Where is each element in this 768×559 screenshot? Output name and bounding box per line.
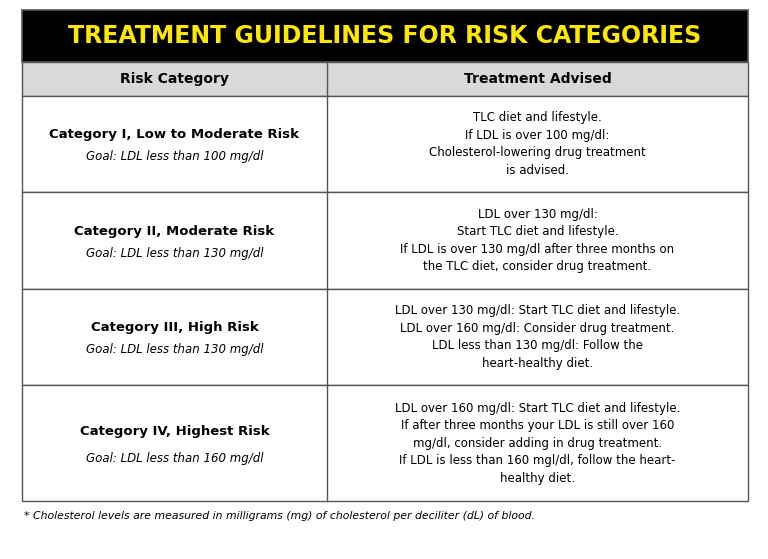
Text: TLC diet and lifestyle.
If LDL is over 100 mg/dl:
Cholesterol-lowering drug trea: TLC diet and lifestyle. If LDL is over 1… (429, 111, 646, 177)
FancyBboxPatch shape (22, 385, 748, 501)
Text: Category IV, Highest Risk: Category IV, Highest Risk (80, 425, 270, 438)
FancyBboxPatch shape (22, 96, 748, 192)
Text: Category I, Low to Moderate Risk: Category I, Low to Moderate Risk (49, 128, 300, 141)
Text: Goal: LDL less than 160 mg/dl: Goal: LDL less than 160 mg/dl (86, 452, 263, 465)
Text: Category II, Moderate Risk: Category II, Moderate Risk (74, 225, 274, 238)
FancyBboxPatch shape (22, 192, 748, 289)
Text: LDL over 130 mg/dl: Start TLC diet and lifestyle.
LDL over 160 mg/dl: Consider d: LDL over 130 mg/dl: Start TLC diet and l… (395, 304, 680, 370)
Text: Treatment Advised: Treatment Advised (464, 72, 611, 86)
Text: LDL over 130 mg/dl:
Start TLC diet and lifestyle.
If LDL is over 130 mg/dl after: LDL over 130 mg/dl: Start TLC diet and l… (400, 208, 674, 273)
Text: LDL over 160 mg/dl: Start TLC diet and lifestyle.
If after three months your LDL: LDL over 160 mg/dl: Start TLC diet and l… (395, 402, 680, 485)
FancyBboxPatch shape (22, 62, 748, 96)
FancyBboxPatch shape (22, 10, 748, 62)
Text: TREATMENT GUIDELINES FOR RISK CATEGORIES: TREATMENT GUIDELINES FOR RISK CATEGORIES (68, 24, 702, 48)
Text: Category III, High Risk: Category III, High Risk (91, 321, 258, 334)
Text: Risk Category: Risk Category (120, 72, 229, 86)
Text: Goal: LDL less than 100 mg/dl: Goal: LDL less than 100 mg/dl (86, 150, 263, 163)
Text: Goal: LDL less than 130 mg/dl: Goal: LDL less than 130 mg/dl (86, 247, 263, 260)
FancyBboxPatch shape (22, 289, 748, 385)
Text: * Cholesterol levels are measured in milligrams (mg) of cholesterol per decilite: * Cholesterol levels are measured in mil… (24, 511, 535, 521)
Text: Goal: LDL less than 130 mg/dl: Goal: LDL less than 130 mg/dl (86, 343, 263, 356)
